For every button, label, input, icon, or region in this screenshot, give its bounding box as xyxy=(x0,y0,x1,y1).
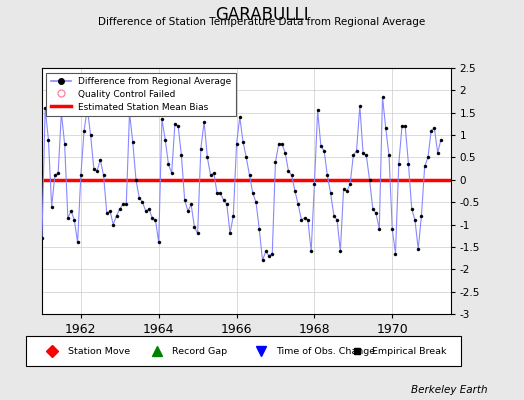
FancyBboxPatch shape xyxy=(26,336,461,366)
Text: Berkeley Earth: Berkeley Earth xyxy=(411,385,487,395)
Text: Station Move: Station Move xyxy=(68,346,129,356)
Text: Record Gap: Record Gap xyxy=(172,346,227,356)
Legend: Difference from Regional Average, Quality Control Failed, Estimated Station Mean: Difference from Regional Average, Qualit… xyxy=(47,72,236,116)
Text: GARABULLI: GARABULLI xyxy=(215,6,309,24)
Text: Empirical Break: Empirical Break xyxy=(372,346,446,356)
Text: Time of Obs. Change: Time of Obs. Change xyxy=(276,346,375,356)
Text: Difference of Station Temperature Data from Regional Average: Difference of Station Temperature Data f… xyxy=(99,17,425,27)
